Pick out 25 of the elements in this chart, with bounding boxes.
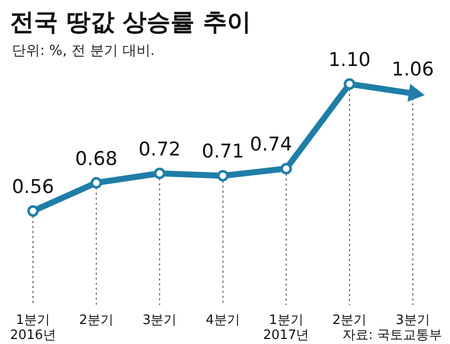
point bbox=[90, 177, 102, 189]
text: 자료: 국토교통부 bbox=[342, 328, 442, 343]
x-tick-label: 2분기 bbox=[332, 313, 367, 328]
data-label: 0.56 bbox=[12, 176, 54, 198]
data-label: 1.10 bbox=[328, 49, 371, 71]
data-label: 0.68 bbox=[75, 148, 118, 170]
data-label: 0.71 bbox=[202, 140, 244, 163]
x-tick-label: 1분기 bbox=[16, 313, 50, 328]
x-tick-label: 1분기 bbox=[269, 313, 304, 328]
x-tick-label: 3분기 bbox=[142, 313, 177, 328]
data-label: 0.72 bbox=[138, 138, 181, 160]
text: 2016년 bbox=[10, 328, 56, 343]
point bbox=[344, 78, 356, 90]
data-label: 1.06 bbox=[392, 58, 434, 80]
text: 2017년 bbox=[263, 328, 310, 343]
x-tick-label: 2분기 bbox=[79, 313, 114, 328]
point bbox=[154, 168, 166, 180]
point bbox=[280, 162, 292, 174]
point bbox=[27, 205, 39, 217]
x-tick-label: 4분기 bbox=[206, 313, 240, 328]
chart-subtitle: 단위: %, 전 분기 대비. bbox=[12, 43, 155, 59]
data-label: 0.74 bbox=[250, 134, 292, 156]
chart-title: 전국 땅값 상승률 추이 bbox=[10, 8, 252, 36]
point bbox=[217, 170, 229, 182]
x-tick-label: 3분기 bbox=[396, 313, 430, 328]
